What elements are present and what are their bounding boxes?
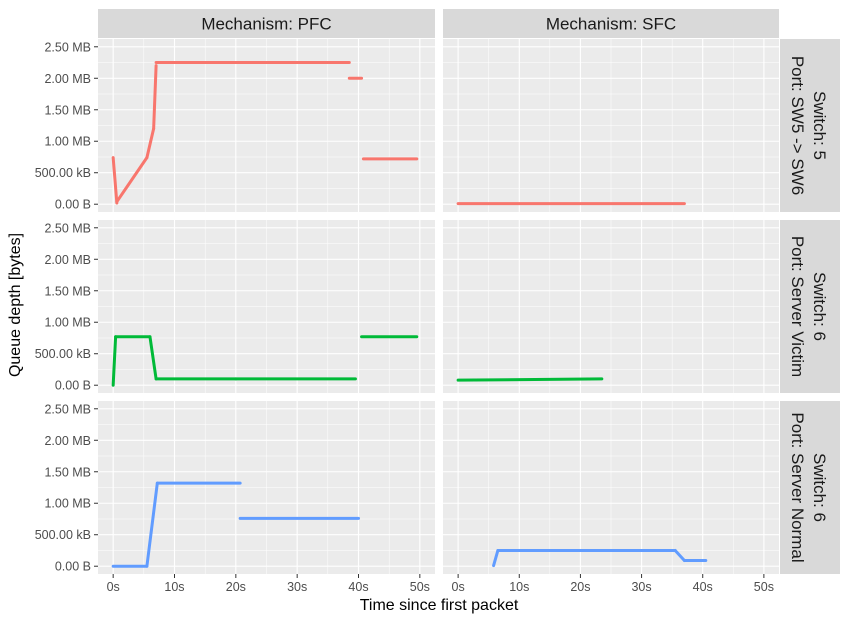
data-series-2-1 (492, 548, 708, 568)
data-series-0-0 (111, 61, 419, 205)
column-strip (98, 9, 435, 38)
x-tick-label: 40s (693, 580, 713, 594)
row-strip-label-line: Port: Server Victim (788, 236, 807, 377)
panels-layer (98, 39, 779, 574)
y-tick-label: 0.00 B (55, 379, 91, 393)
row-strip-label-line: Switch: 5 (810, 91, 829, 160)
column-strip (443, 9, 779, 38)
y-tick-label: 2.00 MB (44, 253, 91, 267)
y-tick-label: 2.00 MB (44, 434, 91, 448)
data-series-1-0 (111, 335, 419, 387)
row-strip (780, 220, 840, 393)
x-tick-label: 30s (287, 580, 307, 594)
data-mark (111, 156, 119, 205)
x-tick-label: 40s (348, 580, 368, 594)
y-axis-title: Queue depth [bytes] (7, 233, 24, 377)
row-strip-label: Switch: 6Port: Server Victim (788, 236, 829, 377)
y-tick-label: 1.50 MB (44, 103, 91, 117)
y-tick-label: 2.50 MB (44, 40, 91, 54)
y-tick-label: 500.00 kB (35, 166, 91, 180)
y-tick-label: 1.00 MB (44, 135, 91, 149)
y-tick-label: 1.50 MB (44, 465, 91, 479)
row-strip-label-line: Switch: 6 (810, 453, 829, 522)
row-strip-label-line: Port: SW5 -> SW6 (788, 56, 807, 195)
data-mark (145, 127, 156, 160)
y-tick-label: 500.00 kB (35, 347, 91, 361)
y-tick-label: 1.00 MB (44, 316, 91, 330)
data-series-1-1 (456, 377, 604, 382)
data-mark (492, 548, 500, 568)
x-tick-label: 50s (754, 580, 774, 594)
data-mark (145, 481, 159, 568)
column-strip-label: Mechanism: PFC (201, 15, 331, 34)
x-tick-label: 20s (570, 580, 590, 594)
y-tick-label: 1.00 MB (44, 497, 91, 511)
y-tick-label: 0.00 B (55, 198, 91, 212)
x-tick-label: 50s (410, 580, 430, 594)
x-tick-label: 0s (107, 580, 120, 594)
row-strip-label-line: Port: Server Normal (788, 412, 807, 562)
x-tick-label: 10s (164, 580, 184, 594)
column-strip-label: Mechanism: SFC (546, 15, 676, 34)
data-mark (115, 156, 149, 204)
y-tick-label: 2.50 MB (44, 221, 91, 235)
y-tick-label: 500.00 kB (35, 528, 91, 542)
row-strip (780, 39, 840, 212)
data-mark (456, 377, 604, 382)
x-axis-title: Time since first packet (360, 597, 519, 614)
x-tick-label: 30s (631, 580, 651, 594)
x-tick-label: 10s (509, 580, 529, 594)
row-strip (780, 401, 840, 574)
axes-layer: 0.00 B 500.00 kB 1.00 MB 1.50 MB 2.00 MB 2.50… (35, 40, 774, 594)
x-tick-label: 0s (452, 580, 465, 594)
row-strip-label: Switch: 5Port: SW5 -> SW6 (788, 56, 829, 195)
row-strip-label: Switch: 6Port: Server Normal (788, 412, 829, 562)
data-series-2-0 (111, 481, 361, 568)
y-tick-label: 1.50 MB (44, 284, 91, 298)
data-mark (111, 335, 118, 387)
row-strip-label-line: Switch: 6 (810, 272, 829, 341)
data-mark (148, 335, 158, 381)
x-tick-label: 20s (226, 580, 246, 594)
y-tick-label: 2.50 MB (44, 402, 91, 416)
y-tick-label: 0.00 B (55, 560, 91, 574)
data-mark (152, 64, 158, 131)
y-tick-label: 2.00 MB (44, 72, 91, 86)
data-mark (673, 548, 686, 563)
